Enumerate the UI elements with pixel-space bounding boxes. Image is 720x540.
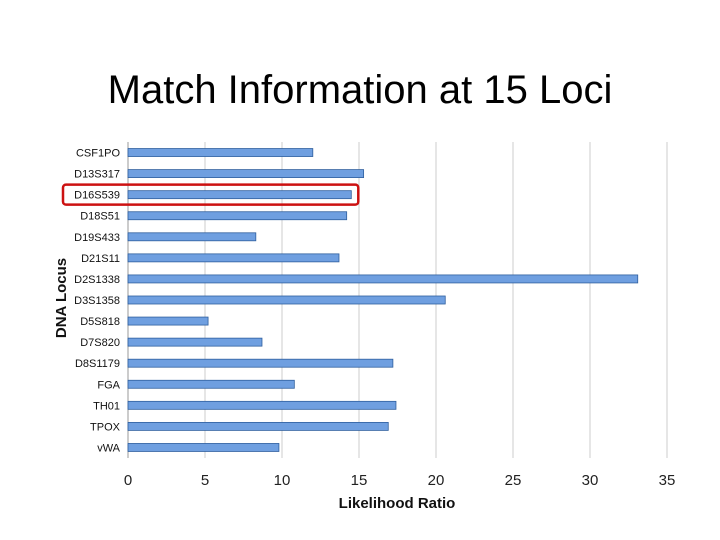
bars [127, 148, 639, 452]
bar [127, 443, 280, 452]
bar [127, 400, 397, 410]
bar [127, 379, 295, 389]
x-tick-labels: 0 5 10 15 20 25 30 35 [124, 472, 676, 489]
category-label: D7S820 [80, 337, 120, 349]
category-label: D5S818 [80, 316, 120, 328]
category-label: D16S539 [74, 190, 120, 202]
category-label: FGA [97, 379, 120, 391]
bar [127, 337, 263, 347]
y-axis-title: DNA Locus [53, 258, 70, 338]
x-tick-label: 10 [274, 472, 291, 489]
category-label: D19S433 [74, 232, 120, 244]
category-label: TH01 [93, 400, 120, 412]
bar [127, 169, 365, 179]
bar [127, 232, 257, 242]
category-label: D2S1338 [74, 274, 120, 286]
x-axis-title: Likelihood Ratio [339, 495, 456, 512]
x-tick-label: 0 [124, 472, 132, 489]
category-label: D3S1358 [74, 295, 120, 307]
x-tick-label: 5 [201, 472, 209, 489]
category-label: D13S317 [74, 169, 120, 181]
bar [127, 316, 209, 326]
highlight-box [61, 183, 360, 206]
category-label: D21S11 [81, 253, 120, 265]
bar [127, 211, 348, 221]
bar [127, 358, 394, 368]
x-tick-label: 25 [505, 472, 522, 489]
category-label: D8S1179 [75, 358, 120, 370]
category-label: TPOX [90, 421, 121, 433]
highlight-rectangle [61, 183, 360, 206]
x-tick-label: 30 [582, 472, 599, 489]
bar [127, 295, 446, 305]
bar [127, 274, 639, 284]
x-tick-label: 20 [428, 472, 445, 489]
slide-title: Match Information at 15 Loci [107, 68, 613, 112]
bar [127, 421, 389, 431]
bar [127, 253, 340, 263]
category-label: vWA [97, 442, 120, 454]
category-labels: CSF1PO D13S317 D16S539 D18S51 D19S433 D21S11 D… [74, 148, 121, 455]
bar [127, 148, 314, 157]
category-label: CSF1PO [76, 148, 120, 160]
bar [127, 190, 352, 200]
category-label: D18S51 [80, 211, 120, 223]
x-tick-label: 35 [659, 472, 676, 489]
x-tick-label: 15 [351, 472, 368, 489]
